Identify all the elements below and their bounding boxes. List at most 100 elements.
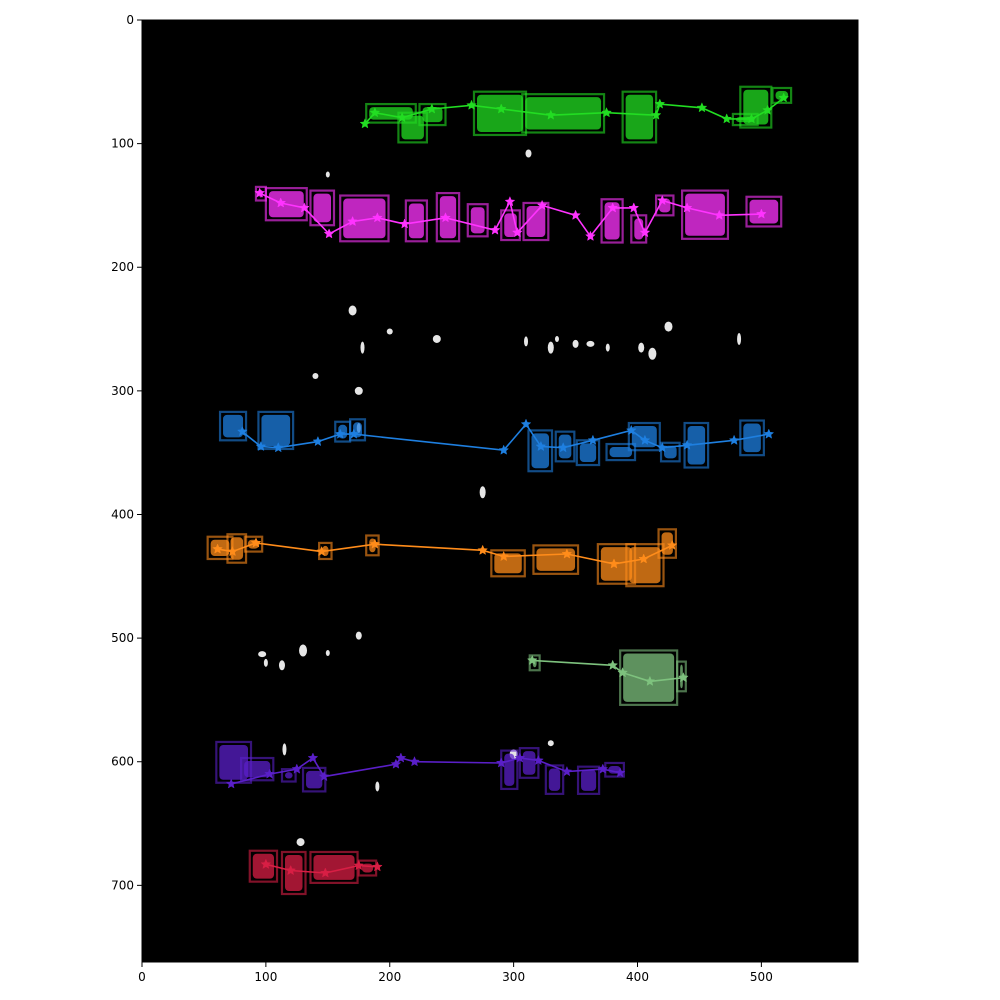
noise-blob bbox=[375, 781, 380, 792]
data-point bbox=[236, 426, 248, 437]
bounding-box bbox=[418, 102, 447, 127]
bounding-box bbox=[280, 850, 307, 896]
noise-blob bbox=[664, 321, 673, 332]
noise-blob bbox=[586, 340, 595, 347]
data-point bbox=[654, 98, 666, 109]
y-tick-label: 0 bbox=[126, 13, 134, 27]
x-tick-label: 0 bbox=[138, 970, 146, 984]
bounding-box bbox=[435, 191, 461, 243]
noise-blob bbox=[354, 386, 363, 395]
data-point bbox=[585, 230, 596, 241]
segment-blob bbox=[525, 97, 602, 130]
segment-blob bbox=[609, 447, 633, 458]
segment-blob bbox=[664, 445, 677, 459]
data-point bbox=[644, 675, 656, 686]
x-tick-label: 500 bbox=[750, 970, 773, 984]
data-point bbox=[489, 224, 501, 235]
noise-blob bbox=[547, 341, 554, 354]
segment-blob bbox=[313, 193, 332, 223]
segment-blob bbox=[526, 205, 546, 238]
data-point bbox=[504, 196, 516, 207]
bounding-box bbox=[659, 441, 681, 463]
series-group bbox=[248, 849, 383, 896]
segment-blob bbox=[343, 198, 386, 239]
data-point bbox=[371, 212, 383, 223]
data-point bbox=[511, 226, 523, 238]
bounding-box bbox=[554, 430, 576, 463]
data-point bbox=[520, 418, 532, 429]
segment-blob bbox=[504, 753, 515, 786]
data-point bbox=[369, 107, 381, 118]
bounding-box bbox=[527, 429, 554, 473]
noise-blob bbox=[263, 658, 268, 667]
data-point bbox=[212, 543, 223, 554]
data-point bbox=[625, 424, 637, 436]
data-point bbox=[728, 434, 740, 445]
data-point bbox=[557, 442, 569, 453]
series-group bbox=[526, 649, 689, 706]
data-point bbox=[312, 435, 324, 447]
data-point bbox=[396, 112, 408, 123]
data-point bbox=[440, 212, 451, 223]
noise-blob bbox=[605, 343, 610, 352]
data-point bbox=[607, 202, 619, 213]
series-layer bbox=[206, 85, 793, 896]
y-tick-label: 700 bbox=[111, 878, 134, 892]
noise-blob bbox=[325, 649, 330, 656]
data-point bbox=[532, 754, 544, 766]
y-axis: 0 100 200 300 400 500 600 700 bbox=[111, 13, 142, 892]
data-point bbox=[260, 858, 272, 869]
noise-blob bbox=[355, 631, 362, 640]
data-point bbox=[255, 440, 267, 452]
data-point bbox=[561, 765, 573, 777]
data-point bbox=[298, 202, 310, 213]
segment-blob bbox=[629, 547, 661, 584]
noise-blob bbox=[312, 373, 319, 380]
segment-blob bbox=[306, 770, 323, 789]
data-point bbox=[264, 768, 275, 779]
bounding-box bbox=[397, 111, 429, 144]
segment-blob bbox=[685, 193, 725, 236]
data-point bbox=[390, 758, 402, 769]
data-point bbox=[254, 187, 266, 198]
segment-blob bbox=[401, 115, 424, 140]
bounding-box bbox=[739, 419, 765, 457]
bounding-box bbox=[522, 201, 550, 242]
data-point bbox=[369, 538, 381, 549]
data-point bbox=[639, 434, 651, 445]
x-tick-label: 300 bbox=[502, 970, 525, 984]
data-point bbox=[348, 428, 360, 439]
segment-blob bbox=[408, 203, 424, 239]
series-group bbox=[215, 740, 626, 795]
data-point bbox=[587, 434, 599, 445]
data-point bbox=[746, 113, 757, 124]
data-point bbox=[721, 113, 733, 124]
series-group bbox=[206, 528, 678, 588]
data-point bbox=[353, 859, 365, 871]
data-point bbox=[495, 103, 507, 114]
noise-blob bbox=[282, 743, 287, 756]
data-point bbox=[762, 104, 773, 115]
segment-blob bbox=[687, 426, 706, 465]
segment-blob bbox=[579, 443, 597, 463]
data-point bbox=[778, 92, 790, 103]
data-point bbox=[275, 197, 287, 208]
segment-blob bbox=[522, 751, 536, 775]
x-tick-label: 200 bbox=[378, 970, 401, 984]
data-point bbox=[601, 107, 612, 118]
noise-blob bbox=[325, 171, 330, 178]
segment-blob bbox=[244, 761, 271, 778]
noise-blob bbox=[386, 328, 393, 335]
segment-blob bbox=[261, 414, 291, 446]
data-point bbox=[395, 752, 407, 763]
y-tick-label: 400 bbox=[111, 507, 134, 521]
bounding-box bbox=[240, 756, 275, 782]
data-point bbox=[656, 194, 668, 206]
segment-blob bbox=[604, 202, 620, 240]
data-point bbox=[318, 770, 330, 782]
data-point bbox=[535, 440, 547, 452]
y-tick-label: 300 bbox=[111, 384, 134, 398]
bounding-box bbox=[605, 442, 637, 462]
plot-area bbox=[142, 20, 858, 962]
data-point bbox=[334, 428, 346, 439]
